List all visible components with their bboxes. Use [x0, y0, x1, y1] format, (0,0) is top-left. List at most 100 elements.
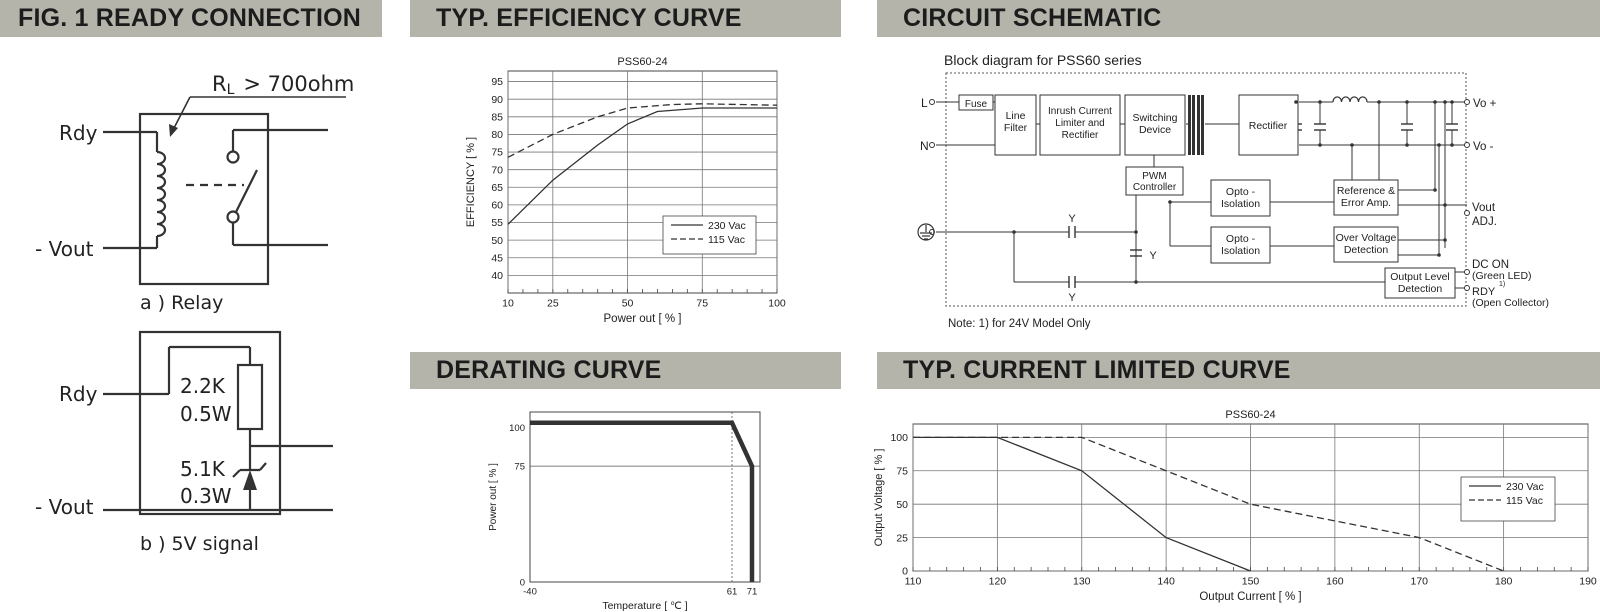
opto1-label-line: Opto -: [1226, 186, 1256, 198]
signal-diagram: [103, 330, 333, 516]
ovp-label-line: Detection: [1344, 244, 1389, 256]
y-tick-label: 65: [491, 182, 503, 194]
zener-value: 5.1K: [180, 457, 226, 481]
rdy-note-label: 1): [1499, 281, 1505, 288]
x-tick-label: 150: [1242, 576, 1260, 588]
y-tick-label: 100: [509, 423, 525, 434]
y-tick-label: 100: [890, 432, 908, 444]
x-tick-label: 25: [547, 298, 559, 310]
line-filter-label-line: Filter: [1004, 122, 1028, 134]
rl-label: RL > 700ohm: [212, 72, 354, 98]
x-tick-label: -40: [523, 587, 537, 598]
x-axis-label: Power out [ % ]: [604, 313, 682, 325]
efficiency-chart: 40 45 50 55 60 65 70 75 80 85 90 95 10 25 50 75 100 PSS60…: [465, 56, 786, 325]
earth-symbol: [917, 223, 935, 241]
inrush-block: [1039, 94, 1121, 156]
open-collector-label: (Open Collector): [1472, 297, 1549, 309]
x-axis-label: Temperature [ ℃ ]: [602, 600, 687, 612]
chart-title: PSS60-24: [1225, 409, 1275, 421]
y-tick-label: 80: [491, 129, 503, 141]
y-tick-label: 85: [491, 111, 503, 123]
signal-box: [138, 330, 282, 516]
fuse-block: [958, 94, 994, 111]
input-l-label: L: [921, 96, 928, 110]
x-tick-label: 50: [622, 298, 634, 310]
y-tick-label: 75: [491, 147, 503, 159]
y-tick-label: 0: [520, 577, 525, 588]
terminals: [929, 99, 1470, 291]
x-tick-label: 160: [1326, 576, 1344, 588]
y-tick-label: 40: [491, 270, 503, 282]
x-tick-label: 75: [696, 298, 708, 310]
x-tick-label: 110: [905, 576, 922, 588]
rectifier-label: Rectifier: [1249, 120, 1288, 132]
opto2-label-line: Isolation: [1221, 245, 1260, 257]
x-tick-label: 61: [727, 587, 738, 598]
y-tick-label: 95: [491, 76, 503, 88]
schematic-title: Block diagram for PSS60 series: [944, 52, 1142, 68]
derating-chart: 0 75 100 -40 61 71 Temperature [ ℃ ] Power out …: [488, 411, 761, 612]
series-line-1: [530, 420, 755, 582]
x-tick-label: 140: [1157, 576, 1175, 588]
y-label-mid: Y: [1149, 250, 1157, 262]
y-tick-label: 75: [514, 461, 525, 472]
rectifier-block: [1238, 94, 1299, 156]
line-filter-block: [994, 94, 1037, 156]
y-label-top: Y: [1068, 213, 1076, 225]
junction-dots: [1012, 100, 1454, 284]
resistor: [236, 363, 264, 431]
legend-label: 115 Vac: [1506, 495, 1543, 507]
resistor-power: 0.5W: [180, 402, 232, 426]
zener-diode: [243, 470, 257, 490]
legend-box: [662, 215, 757, 255]
current-limit-chart: 0 25 50 75 100 110 120 130 140 150 160 170 180 190 PSS…: [873, 409, 1597, 603]
signal-caption: b ) 5V signal: [140, 533, 259, 555]
schematic-note: Note: 1) for 24V Model Only: [948, 318, 1091, 330]
x-tick-label: 100: [768, 298, 786, 310]
schematic-blocks: [958, 94, 1456, 299]
y-tick-label: 50: [896, 499, 908, 511]
switching-label-line: Device: [1139, 124, 1171, 136]
x-tick-label: 170: [1410, 576, 1428, 588]
output-level-label-line: Detection: [1398, 283, 1443, 295]
y-axis-label: Power out [ % ]: [488, 463, 499, 531]
legend-label: 115 Vac: [708, 234, 745, 246]
ovp-label-line: Over Voltage: [1336, 232, 1397, 244]
plot-area: [507, 70, 778, 294]
chart-title: PSS60-24: [617, 56, 667, 68]
header-fig1: FIG. 1 READY CONNECTION: [0, 0, 382, 37]
opto2-block: [1210, 226, 1271, 264]
switching-block: [1124, 94, 1186, 156]
vout-label: Vout: [1472, 202, 1496, 214]
header-derating: DERATING CURVE: [410, 352, 841, 389]
vo-plus-label: Vo +: [1473, 98, 1497, 110]
y-label-bottom: Y: [1068, 292, 1076, 304]
schematic-wires: [936, 101, 1467, 289]
y-tick-label: 55: [491, 217, 503, 229]
pwm-block: [1125, 166, 1184, 196]
inrush-label-line: Limiter and: [1055, 118, 1104, 129]
inrush-label-line: Inrush Current: [1048, 106, 1112, 117]
schematic-border: [945, 72, 1467, 307]
reference-block: [1333, 179, 1399, 216]
pwm-label-line: Controller: [1133, 182, 1177, 193]
reference-label-line: Error Amp.: [1341, 197, 1391, 209]
opto1-label-line: Isolation: [1221, 198, 1260, 210]
opto2-label-line: Opto -: [1226, 233, 1256, 245]
x-tick-label: 180: [1495, 576, 1513, 588]
y-tick-label: 45: [491, 252, 503, 264]
adj-label: ADJ.: [1472, 216, 1497, 228]
vo-minus-label: Vo -: [1473, 141, 1494, 153]
plot-area: [529, 411, 761, 583]
header-current-limit: TYP. CURRENT LIMITED CURVE: [877, 352, 1600, 389]
inrush-label-line: Rectifier: [1062, 130, 1099, 141]
fuse-label: Fuse: [965, 99, 988, 110]
x-tick-label: 130: [1073, 576, 1091, 588]
switching-label-line: Switching: [1133, 112, 1178, 124]
x-tick-label: 120: [989, 576, 1007, 588]
input-n-label: N: [920, 139, 929, 153]
reference-label-line: Reference &: [1337, 185, 1395, 197]
x-tick-label: 10: [502, 298, 514, 310]
zener-power: 0.3W: [180, 484, 232, 508]
